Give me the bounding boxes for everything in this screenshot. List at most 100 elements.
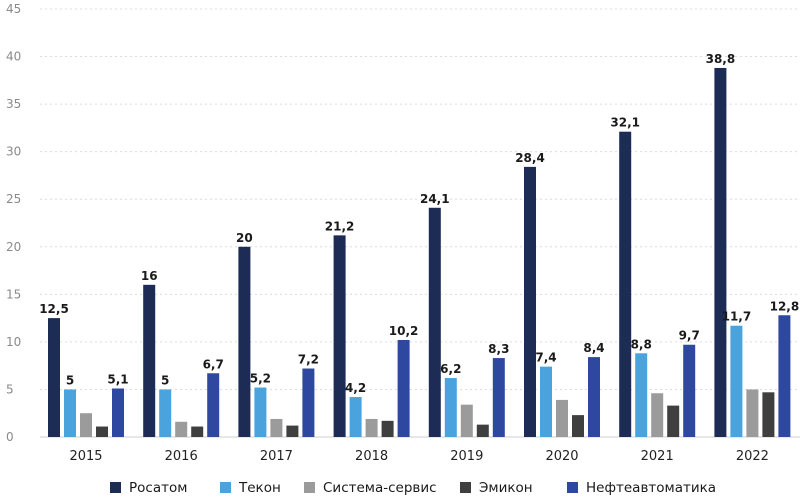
- data-label: 8,8: [631, 337, 652, 351]
- legend-item: Нефтеавтоматика: [567, 480, 716, 496]
- data-label: 21,2: [325, 219, 355, 233]
- y-tick-label: 15: [6, 287, 21, 301]
- data-label: 5: [161, 373, 169, 387]
- data-label: 24,1: [420, 192, 450, 206]
- bar: [286, 425, 299, 437]
- legend-label: Росатом: [129, 480, 187, 496]
- data-label: 6,2: [440, 362, 461, 376]
- bars: [48, 67, 791, 438]
- bar: [762, 392, 775, 437]
- bar: [667, 405, 680, 437]
- legend-swatch: [220, 482, 231, 493]
- x-tick-label: 2020: [545, 449, 578, 464]
- data-label: 10,2: [389, 324, 419, 338]
- bar: [460, 404, 473, 437]
- data-label: 5: [66, 373, 74, 387]
- bar: [524, 166, 536, 437]
- legend-swatch: [567, 482, 578, 493]
- bar: [683, 344, 696, 437]
- bar: [270, 418, 283, 437]
- data-label: 8,4: [583, 341, 604, 355]
- y-tick-label: 10: [6, 335, 21, 349]
- data-label: 11,7: [722, 310, 752, 324]
- bar: [476, 424, 489, 437]
- data-label: 12,8: [770, 299, 800, 313]
- bar: [64, 389, 76, 437]
- legend-label: Нефтеавтоматика: [586, 480, 716, 496]
- data-label: 20: [236, 231, 253, 245]
- data-label: 32,1: [610, 116, 640, 130]
- y-tick-label: 25: [6, 192, 21, 206]
- y-tick-label: 35: [6, 97, 21, 111]
- data-label: 5,1: [107, 372, 128, 386]
- legend-item: Текон: [220, 480, 281, 496]
- data-label: 5,2: [250, 372, 271, 386]
- bar: [444, 378, 457, 437]
- data-label: 4,2: [345, 381, 366, 395]
- y-tick-label: 0: [6, 430, 14, 444]
- bar: [397, 339, 410, 437]
- legend-item: Росатом: [110, 480, 187, 496]
- bar: [254, 387, 267, 437]
- y-tick-label: 30: [6, 145, 21, 159]
- bar: [349, 397, 362, 437]
- legend-swatch: [460, 482, 471, 493]
- bar: [651, 393, 664, 437]
- x-tick-label: 2015: [69, 449, 102, 464]
- bar: [381, 420, 394, 437]
- x-axis: 2015 2016 2017 2018 2019 2020 2021 2022: [69, 449, 768, 464]
- bar: [778, 315, 791, 437]
- bar: [428, 207, 441, 437]
- bar: [540, 366, 552, 437]
- bar: [159, 389, 172, 437]
- data-label: 7,4: [535, 351, 556, 365]
- data-label: 6,7: [203, 357, 224, 371]
- legend-item: Система-сервис: [304, 480, 437, 496]
- legend-swatch: [110, 482, 121, 493]
- bar: [556, 399, 568, 437]
- y-tick-label: 20: [6, 240, 21, 254]
- bar: [96, 426, 108, 437]
- bar: [302, 368, 315, 437]
- data-label: 12,5: [39, 302, 69, 316]
- data-label: 38,8: [706, 52, 736, 66]
- data-labels: 12,5 5 5,1 16 5 6,7 20 5,2 7,2 21,2 4,2 10,2 24,1 6,2…: [39, 52, 799, 395]
- bar: [588, 357, 600, 437]
- legend-swatch: [304, 482, 315, 493]
- bar: [48, 318, 60, 437]
- legend-label: Система-сервис: [323, 480, 437, 496]
- bar: [714, 67, 727, 438]
- data-label: 9,7: [679, 329, 700, 343]
- legend: Росатом Текон Система-сервис Эмикон Нефтеавт…: [110, 480, 716, 496]
- bar: [492, 358, 505, 437]
- x-tick-label: 2022: [736, 449, 769, 464]
- legend-label: Эмикон: [479, 480, 533, 496]
- bar: [619, 131, 632, 437]
- bar: [746, 389, 759, 437]
- x-tick-label: 2019: [450, 449, 483, 464]
- bar: [333, 235, 346, 437]
- bar: [80, 413, 92, 437]
- bar: [365, 418, 378, 437]
- y-tick-label: 5: [6, 382, 14, 396]
- bar: [635, 353, 648, 437]
- y-tick-label: 40: [6, 50, 21, 64]
- bar: [175, 421, 188, 437]
- data-label: 16: [141, 269, 158, 283]
- bar: [572, 415, 584, 437]
- bar: [143, 284, 156, 437]
- bar: [112, 388, 124, 437]
- data-label: 8,3: [488, 342, 509, 356]
- y-tick-label: 45: [6, 2, 21, 16]
- x-tick-label: 2021: [641, 449, 674, 464]
- bar: [191, 426, 204, 437]
- data-label: 7,2: [298, 353, 319, 367]
- bar: [730, 325, 743, 437]
- x-tick-label: 2016: [165, 449, 198, 464]
- data-label: 28,4: [515, 151, 545, 165]
- legend-label: Текон: [238, 480, 281, 496]
- x-tick-label: 2017: [260, 449, 293, 464]
- legend-item: Эмикон: [460, 480, 533, 496]
- x-tick-label: 2018: [355, 449, 388, 464]
- bar: [238, 246, 251, 437]
